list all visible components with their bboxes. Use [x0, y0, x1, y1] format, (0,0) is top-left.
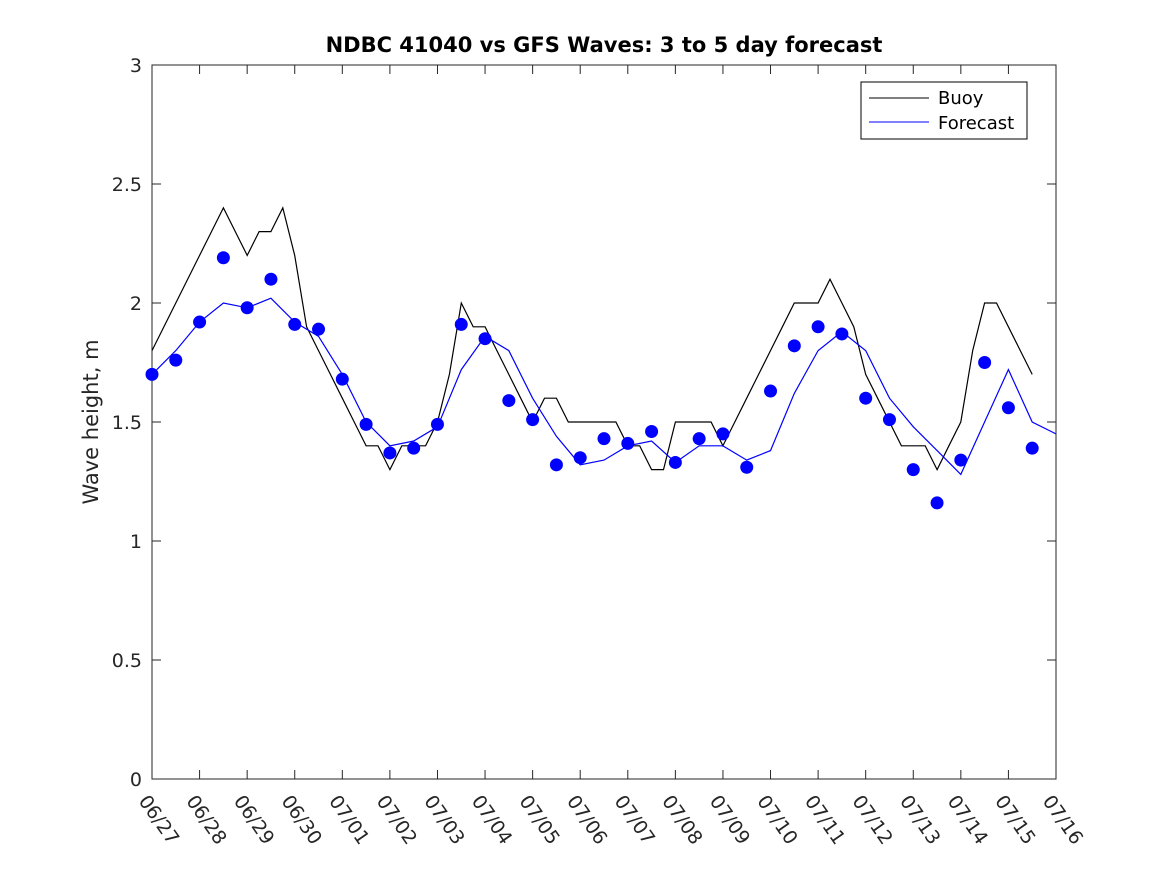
y-tick-label: 3: [130, 55, 142, 77]
x-tick-label: 07/07: [610, 791, 659, 848]
forecast-point: [240, 301, 254, 315]
forecast-point: [621, 436, 635, 450]
x-tick-label: 06/29: [229, 791, 278, 848]
forecast-point: [882, 413, 896, 427]
x-tick-label: 06/30: [277, 791, 326, 848]
forecast-point: [502, 394, 516, 408]
forecast-point: [692, 432, 706, 446]
forecast-point: [597, 432, 611, 446]
forecast-point: [407, 441, 421, 455]
forecast-line: [151, 297, 1057, 476]
x-tick-label: 07/01: [324, 791, 373, 848]
y-tick-label: 0.5: [112, 650, 142, 672]
x-tick-label: 07/14: [943, 791, 992, 848]
x-tick-label: 07/15: [990, 791, 1039, 848]
legend: Buoy Forecast: [860, 81, 1028, 140]
x-tick-label: 07/09: [705, 791, 754, 848]
forecast-point: [430, 417, 444, 431]
forecast-point: [1001, 401, 1015, 415]
legend-buoy-label: Buoy: [938, 88, 984, 109]
forecast-point: [573, 451, 587, 465]
chart-title: NDBC 41040 vs GFS Waves: 3 to 5 day fore…: [326, 33, 883, 57]
forecast-point: [645, 425, 659, 439]
forecast-point: [335, 372, 349, 386]
forecast-point: [478, 332, 492, 346]
y-tick-label: 0: [130, 769, 142, 791]
x-tick-label: 06/28: [181, 791, 230, 848]
forecast-point: [145, 367, 159, 381]
axes: 00.511.522.5306/2706/2806/2906/3007/0107…: [112, 55, 1088, 849]
x-tick-label: 07/11: [800, 791, 849, 848]
forecast-point: [930, 496, 944, 510]
forecast-point: [716, 427, 730, 441]
x-tick-label: 07/02: [372, 791, 421, 848]
x-tick-label: 07/05: [515, 791, 564, 848]
x-tick-label: 07/04: [467, 791, 516, 848]
y-tick-label: 1: [130, 531, 142, 553]
forecast-point: [740, 460, 754, 474]
x-tick-label: 07/08: [657, 791, 706, 848]
forecast-point: [216, 251, 230, 265]
y-tick-label: 1.5: [112, 412, 142, 434]
forecast-point: [193, 315, 207, 329]
forecast-point: [668, 455, 682, 469]
forecast-point: [264, 272, 278, 286]
forecast-point: [835, 327, 849, 341]
forecast-point: [978, 356, 992, 369]
buoy-line: [151, 206, 1033, 471]
y-axis-label: Wave height, m: [79, 339, 103, 504]
forecast-point: [906, 463, 920, 477]
x-tick-label: 07/16: [1038, 791, 1087, 848]
forecast-point: [764, 384, 778, 398]
x-tick-label: 06/27: [134, 791, 183, 848]
legend-box: [860, 81, 1028, 140]
forecast-point: [169, 353, 183, 367]
plot-area: [145, 206, 1057, 510]
x-tick-label: 07/10: [752, 791, 801, 848]
forecast-point: [787, 339, 801, 353]
x-tick-label: 07/12: [848, 791, 897, 848]
forecast-point: [288, 317, 302, 331]
y-tick-label: 2.5: [112, 174, 142, 196]
x-tick-label: 07/06: [562, 791, 611, 848]
forecast-point: [526, 413, 540, 427]
forecast-point: [1025, 441, 1039, 455]
legend-forecast-label: Forecast: [938, 113, 1014, 134]
forecast-point: [549, 458, 563, 472]
forecast-point: [954, 453, 968, 467]
forecast-point: [359, 417, 373, 431]
y-tick-label: 2: [130, 293, 142, 315]
forecast-point: [383, 446, 397, 460]
x-tick-label: 07/13: [895, 791, 944, 848]
forecast-point: [859, 391, 873, 405]
forecast-point: [454, 317, 468, 331]
forecast-point: [811, 320, 825, 334]
x-tick-label: 07/03: [419, 791, 468, 848]
forecast-point: [312, 322, 326, 336]
